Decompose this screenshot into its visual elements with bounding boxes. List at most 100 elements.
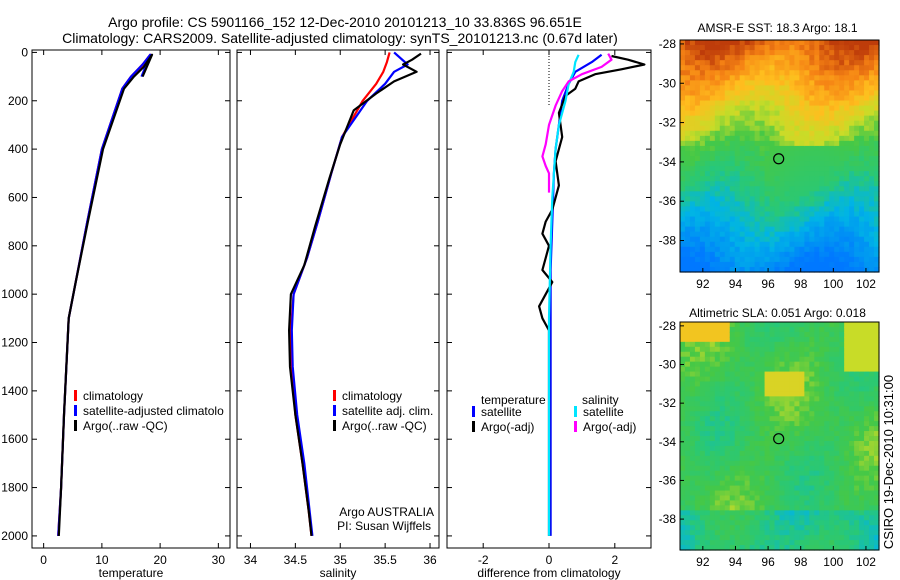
heatmap-cell <box>809 411 815 417</box>
heatmap-cell <box>829 411 835 417</box>
heatmap-cell <box>799 426 805 432</box>
heatmap-cell <box>699 401 706 407</box>
heatmap-cell <box>749 70 756 76</box>
heatmap-cell <box>804 125 810 132</box>
heatmap-cell <box>869 226 875 233</box>
heatmap-cell <box>864 490 870 497</box>
heatmap-cell <box>764 70 771 76</box>
heatmap-cell <box>734 535 741 541</box>
heatmap-cell <box>779 426 786 432</box>
heatmap-cell <box>799 211 805 218</box>
heatmap-cell <box>874 510 880 516</box>
heatmap-cell <box>844 201 850 208</box>
heatmap-cell <box>709 191 716 197</box>
heatmap-cell <box>784 535 791 541</box>
heatmap-cell <box>744 85 751 92</box>
heatmap-cell <box>729 535 736 541</box>
heatmap-cell <box>874 336 880 343</box>
heatmap-cell <box>864 181 870 187</box>
heatmap-cell <box>724 336 731 343</box>
heatmap-cell <box>849 251 855 258</box>
heatmap-cell <box>839 455 845 462</box>
heatmap-cell <box>819 440 825 447</box>
heatmap-cell <box>859 231 865 238</box>
heatmap-cell <box>804 60 810 66</box>
heatmap-cell <box>729 515 736 521</box>
heatmap-cell <box>724 356 731 363</box>
heatmap-cell <box>749 231 756 238</box>
heatmap-cell <box>874 460 880 467</box>
heatmap-cell <box>744 236 751 243</box>
heatmap-cell <box>804 105 810 112</box>
heatmap-cell <box>779 520 786 526</box>
heatmap-cell <box>874 391 880 397</box>
heatmap-cell <box>734 421 741 427</box>
heatmap-cell <box>784 140 791 147</box>
heatmap-cell <box>754 346 761 353</box>
heatmap-cell <box>774 436 781 442</box>
heatmap-cell <box>824 366 830 373</box>
heatmap-cell <box>809 150 815 157</box>
heatmap-cell <box>734 40 741 46</box>
heatmap-cell <box>804 371 810 378</box>
heatmap-cell <box>799 55 805 61</box>
heatmap-cell <box>694 326 701 333</box>
heatmap-cell <box>694 336 701 343</box>
heatmap-cell <box>844 166 850 172</box>
heatmap-cell <box>869 196 875 202</box>
heatmap-cell <box>844 480 850 487</box>
heatmap-cell <box>779 361 786 368</box>
heatmap-cell <box>834 161 840 167</box>
heatmap-cell <box>689 331 696 338</box>
heatmap-cell <box>864 540 870 546</box>
heatmap-cell <box>744 65 751 71</box>
heatmap-cell <box>754 391 761 397</box>
heatmap-cell <box>734 450 741 457</box>
heatmap-cell <box>749 535 756 541</box>
heatmap-cell <box>874 356 880 363</box>
heatmap-cell <box>804 421 810 427</box>
heatmap-cell <box>739 145 746 152</box>
heatmap-cell <box>874 145 880 152</box>
heatmap-cell <box>789 396 796 402</box>
heatmap-cell <box>854 411 860 417</box>
heatmap-cell <box>844 246 850 253</box>
heatmap-cell <box>859 495 865 502</box>
heatmap-cell <box>844 391 850 397</box>
heatmap-cell <box>694 226 701 233</box>
heatmap-cell <box>864 100 870 107</box>
heatmap-cell <box>764 431 771 437</box>
heatmap-cell <box>789 80 796 86</box>
heatmap-cell <box>844 191 850 197</box>
heatmap-cell <box>849 206 855 213</box>
heatmap-cell <box>764 110 771 117</box>
heatmap-cell <box>859 186 865 192</box>
heatmap-cell <box>839 60 845 66</box>
heatmap-cell <box>709 135 716 142</box>
heatmap-cell <box>734 65 741 71</box>
heatmap-cell <box>754 216 761 223</box>
heatmap-cell <box>794 500 800 506</box>
heatmap-cell <box>764 176 771 182</box>
heatmap-cell <box>689 80 696 86</box>
heatmap-cell <box>799 120 805 127</box>
heatmap-cell <box>814 266 820 273</box>
heatmap-cell <box>759 75 766 81</box>
heatmap-cell <box>684 411 691 417</box>
heatmap-cell <box>789 406 796 412</box>
heatmap-cell <box>724 211 731 218</box>
heatmap-cell <box>814 65 820 71</box>
heatmap-cell <box>719 135 726 142</box>
heatmap-cell <box>834 216 840 223</box>
heatmap-cell <box>789 100 796 107</box>
heatmap-cell <box>680 236 686 243</box>
heatmap-cell <box>789 470 796 477</box>
heatmap-cell <box>854 60 860 66</box>
heatmap-cell <box>704 341 711 348</box>
heatmap-cell <box>699 196 706 202</box>
heatmap-cell <box>839 40 845 46</box>
heatmap-cell <box>734 50 741 56</box>
heatmap-cell <box>704 455 711 462</box>
heatmap-cell <box>744 251 751 258</box>
heatmap-cell <box>779 341 786 348</box>
